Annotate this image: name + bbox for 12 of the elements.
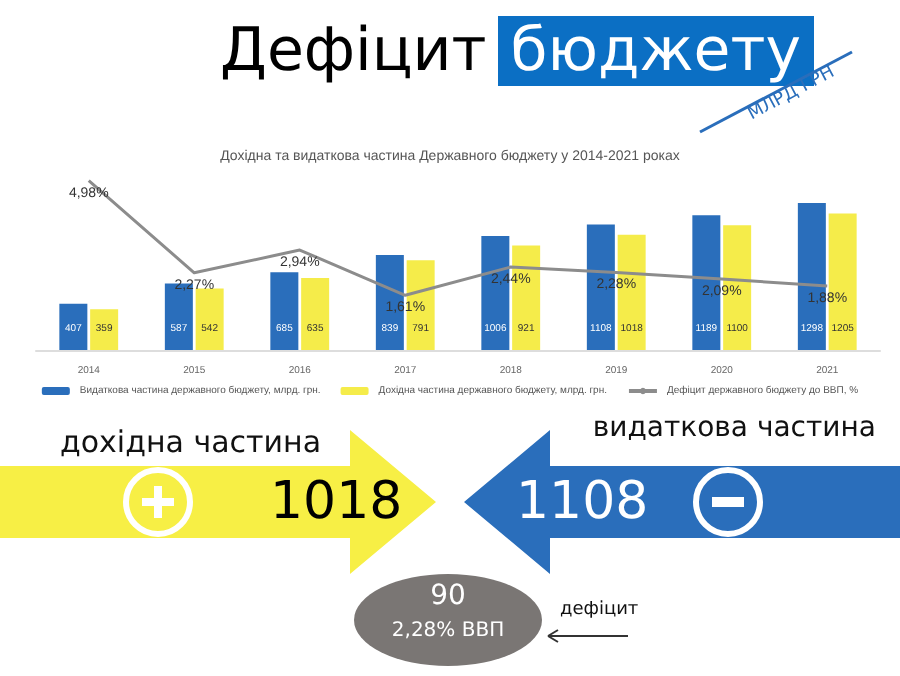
- bar: [195, 288, 224, 350]
- bar: [301, 278, 330, 350]
- text: 90: [428, 580, 468, 612]
- text: дохідна частина: [60, 424, 322, 460]
- bar: [90, 309, 119, 350]
- text: 1108: [516, 472, 649, 532]
- text: 1018: [270, 472, 403, 532]
- text: дефіцит: [560, 600, 639, 620]
- bar: [59, 303, 88, 350]
- text: видаткова частина: [592, 412, 876, 444]
- bar: [270, 272, 299, 350]
- text: 2,28% ВВП: [389, 620, 507, 642]
